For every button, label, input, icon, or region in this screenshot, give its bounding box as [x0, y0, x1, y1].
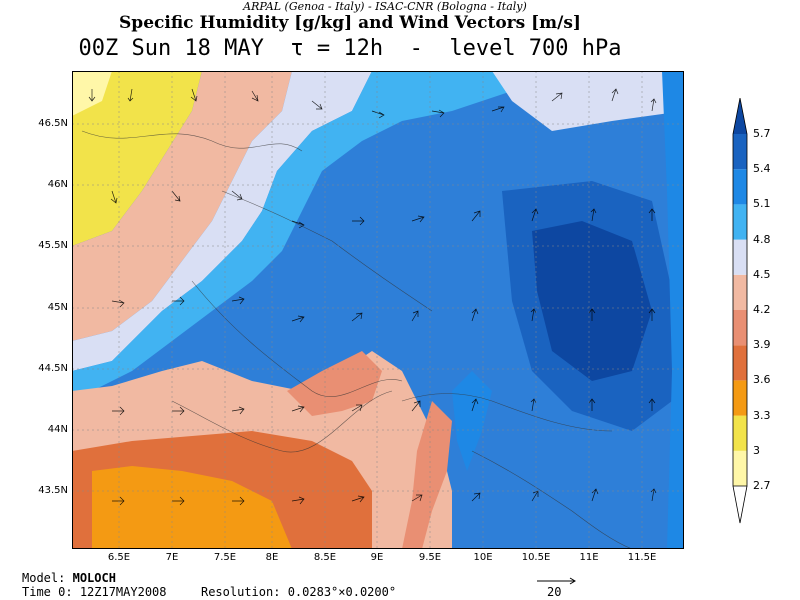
credit-line: ARPAL (Genoa - Italy) - ISAC-CNR (Bologn… — [243, 0, 527, 13]
colorbar-label: 5.1 — [753, 197, 771, 211]
lat-label-45n: 45N — [47, 302, 68, 313]
time-value: 12Z17MAY2008 — [79, 585, 167, 599]
lat-label-44-5n: 44.5N — [38, 363, 68, 374]
colorbar-label: 5.7 — [753, 127, 771, 140]
lon-label-7-5e: 7.5E — [213, 552, 237, 563]
colorbar-band — [733, 310, 747, 346]
colorbar-band — [733, 204, 747, 240]
lon-label-10e: 10E — [473, 552, 493, 563]
humidity-wind-map — [72, 71, 684, 549]
chart-subtitle: 00Z Sun 18 MAY τ = 12h - level 700 hPa — [78, 36, 622, 61]
lon-label-9e: 9E — [370, 552, 384, 563]
lon-label-7e: 7E — [165, 552, 179, 563]
colorbar-label: 3.9 — [753, 338, 771, 352]
vector-scale-label: 20 — [547, 585, 562, 599]
colorbar-band — [733, 380, 747, 416]
lon-label-11e: 11E — [579, 552, 599, 563]
colorbar-label: 5.4 — [753, 162, 771, 176]
colorbar-band — [733, 345, 747, 381]
colorbar-band — [733, 239, 747, 275]
lat-label-44n: 44N — [47, 424, 68, 435]
lat-label-46-5n: 46.5N — [38, 118, 68, 129]
lat-label-46n: 46N — [47, 179, 68, 190]
lon-label-10-5e: 10.5E — [521, 552, 551, 563]
time-label: Time 0: — [22, 585, 73, 599]
lat-label-45-5n: 45.5N — [38, 240, 68, 251]
colorbar-label: 2.7 — [753, 479, 771, 492]
colorbar-bottom-tip — [733, 486, 747, 523]
colorbar-label: 3.3 — [753, 408, 771, 422]
lon-label-8-5e: 8.5E — [313, 552, 337, 563]
colorbar-band — [733, 415, 747, 451]
colorbar-band — [733, 450, 747, 486]
resolution-label: Resolution: — [200, 585, 281, 599]
lat-label-43-5n: 43.5N — [38, 485, 68, 496]
colorbar-top-tip — [733, 98, 747, 134]
colorbar-label: 3 — [753, 443, 760, 457]
model-label: Model: — [22, 571, 66, 585]
resolution-value: 0.0283°×0.0200° — [287, 585, 397, 599]
colorbar-band — [733, 169, 747, 205]
chart-title: Specific Humidity [g/kg] and Wind Vector… — [119, 13, 581, 33]
lon-label-9-5e: 9.5E — [418, 552, 442, 563]
colorbar-label: 4.8 — [753, 232, 771, 246]
lon-label-11-5e: 11.5E — [627, 552, 657, 563]
colorbar-label: 4.5 — [753, 267, 771, 281]
colorbar-label: 3.6 — [753, 373, 771, 387]
colorbar-band — [733, 134, 747, 170]
lon-label-6-5e: 6.5E — [107, 552, 131, 563]
model-value: MOLOCH — [72, 571, 116, 585]
colorbar — [732, 98, 748, 524]
colorbar-band — [733, 274, 747, 310]
lon-label-8e: 8E — [265, 552, 279, 563]
colorbar-label: 4.2 — [753, 303, 771, 316]
vector-scale-arrow — [537, 577, 576, 585]
